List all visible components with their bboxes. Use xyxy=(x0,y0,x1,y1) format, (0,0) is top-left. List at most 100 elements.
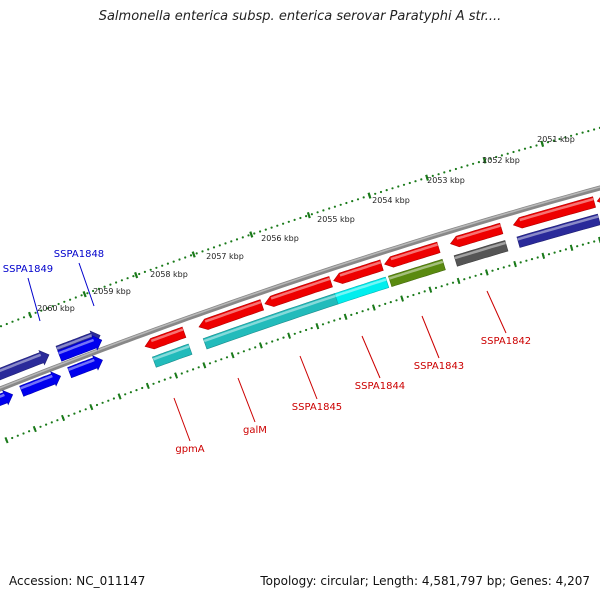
bottom-scale-dot xyxy=(593,240,596,243)
gene-feature-highlight xyxy=(454,241,506,260)
scale-dot xyxy=(184,256,187,259)
scale-dot xyxy=(593,128,596,131)
scale-dot xyxy=(379,190,383,194)
gene-leader-line xyxy=(299,355,318,400)
bottom-scale-dot xyxy=(327,321,330,324)
bottom-scale-dot xyxy=(395,299,398,302)
scale-dot xyxy=(564,136,567,139)
bottom-scale-dot xyxy=(28,430,31,433)
gene-leader-line xyxy=(237,377,256,423)
scale-dot xyxy=(46,307,49,310)
scale-dot xyxy=(518,149,521,152)
bottom-scale-dot xyxy=(152,382,155,385)
bottom-scale-dot xyxy=(192,368,195,371)
bottom-scale-dot xyxy=(581,243,585,246)
scale-dot xyxy=(276,224,279,227)
gene-feature xyxy=(596,197,600,203)
scale-dot xyxy=(293,218,296,221)
gene-feature-highlight xyxy=(270,277,331,300)
bottom-scale-dot xyxy=(389,301,392,304)
bottom-scale-dot xyxy=(451,281,455,284)
scale-dot xyxy=(328,207,331,210)
scale-dot xyxy=(86,292,89,295)
scale-dot xyxy=(489,157,492,160)
bottom-scale-tick xyxy=(428,286,433,293)
gene-feature-highlight xyxy=(56,334,93,350)
bottom-scale-tick xyxy=(258,342,263,349)
scale-dot xyxy=(259,230,262,233)
scale-dot xyxy=(235,238,239,241)
scale-dot xyxy=(443,171,446,174)
scale-dot xyxy=(212,246,216,249)
bottom-scale-dot xyxy=(491,269,494,272)
genome-summary: Topology: circular; Length: 4,581,797 bp… xyxy=(260,574,590,588)
scale-dot xyxy=(74,296,77,299)
gene-feature-highlight xyxy=(335,278,387,298)
bottom-scale-tick xyxy=(89,403,94,411)
scale-dot xyxy=(466,164,469,167)
scale-dot xyxy=(351,200,354,203)
gene-label: SSPA1844 xyxy=(355,381,405,392)
scale-dot xyxy=(166,262,169,265)
bottom-scale-dot xyxy=(508,264,511,267)
bottom-scale-dot xyxy=(367,308,370,311)
bottom-scale-dot xyxy=(502,266,505,269)
bottom-scale-dot xyxy=(225,356,229,359)
bottom-scale-dot xyxy=(73,412,76,415)
kbp-tick-label: 2060 kbp xyxy=(37,304,75,313)
bottom-scale-dot xyxy=(271,340,274,343)
bottom-scale-dot xyxy=(208,362,212,365)
kbp-tick-label: 2055 kbp xyxy=(317,215,355,224)
scale-dot xyxy=(247,234,250,237)
scale-dot xyxy=(149,268,152,271)
scale-dot xyxy=(287,220,290,223)
scale-dot xyxy=(339,203,342,206)
kbp-tick-label: 2057 kbp xyxy=(206,252,244,261)
scale-dot xyxy=(581,131,584,134)
scale-dot xyxy=(138,272,141,276)
scale-dot xyxy=(558,137,561,141)
bottom-scale-dot xyxy=(564,248,568,251)
bottom-scale-dot xyxy=(107,399,110,402)
bottom-scale-dot xyxy=(553,251,556,254)
kbp-tick-label: 2054 kbp xyxy=(372,196,410,205)
scale-dot xyxy=(523,147,527,150)
scale-dot xyxy=(391,187,394,190)
bottom-scale-dot xyxy=(378,304,381,307)
bottom-scale-tick xyxy=(174,372,179,379)
gene-feature-highlight xyxy=(456,224,501,240)
bottom-scale-dot xyxy=(163,378,166,381)
scale-dot xyxy=(316,211,319,214)
bottom-scale-dot xyxy=(45,423,48,426)
bottom-scale-dot xyxy=(361,310,364,313)
scale-dot xyxy=(5,322,8,326)
gene-feature-highlight xyxy=(519,197,594,222)
bottom-scale-dot xyxy=(536,256,539,259)
scale-dot xyxy=(477,161,480,164)
bottom-scale-dot xyxy=(333,319,336,322)
scale-dot xyxy=(345,201,348,205)
bottom-scale-tick xyxy=(145,382,150,390)
scale-dot xyxy=(546,141,550,144)
bottom-scale-dot xyxy=(214,360,217,363)
bottom-scale-tick xyxy=(230,352,235,359)
bottom-scale-dot xyxy=(124,393,127,396)
bottom-scale-dot xyxy=(350,313,353,316)
gene-label: SSPA1843 xyxy=(414,361,464,372)
gene-leader-line xyxy=(361,335,381,379)
scale-dot xyxy=(500,154,503,157)
gene-feature-highlight xyxy=(68,358,95,371)
bottom-scale-dot xyxy=(559,249,562,253)
scale-dot xyxy=(512,150,515,154)
scale-dot xyxy=(529,146,532,149)
gene-feature-highlight xyxy=(390,243,438,261)
bottom-scale-dot xyxy=(135,389,138,392)
gene-label: gpmA xyxy=(175,444,204,455)
page-title: Salmonella enterica subsp. enterica sero… xyxy=(98,9,502,24)
scale-dot xyxy=(385,189,388,192)
scale-tick xyxy=(191,251,196,258)
bottom-scale-dot xyxy=(84,408,87,411)
scale-tick xyxy=(27,311,33,319)
bottom-scale-dot xyxy=(547,253,551,256)
scale-dot xyxy=(155,266,158,269)
